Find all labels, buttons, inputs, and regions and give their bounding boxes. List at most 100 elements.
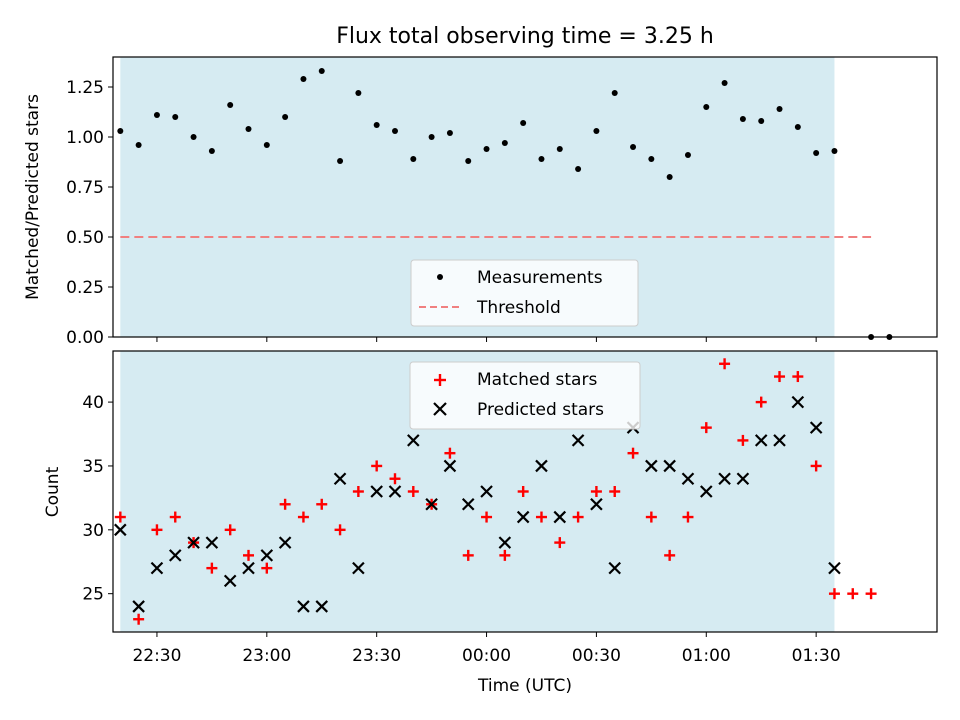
count-y-tick-label: 35: [82, 457, 104, 477]
predicted-star-point: [608, 561, 622, 575]
measurement-point: [391, 128, 398, 134]
matched-star-point: [682, 511, 694, 523]
predicted-star-point: [791, 395, 805, 409]
ratio-legend: Measurements Threshold: [410, 259, 639, 327]
predicted-star-point: [315, 600, 329, 613]
matched-star-point: [133, 613, 145, 625]
matched-star-point: [810, 460, 822, 472]
predicted-star-point: [498, 536, 512, 549]
measurement-point: [794, 124, 801, 130]
x-axis-label: Time (UTC): [477, 676, 572, 696]
measurement-point: [245, 126, 252, 132]
matched-star-point: [517, 486, 529, 497]
legend-predicted-label: Predicted stars: [477, 400, 604, 420]
measurement-point: [556, 146, 563, 152]
x-tick-label: 01:30: [792, 646, 841, 666]
predicted-star-point: [407, 434, 420, 447]
matched-star-point: [169, 511, 181, 523]
measurement-point: [666, 174, 673, 180]
predicted-star-point: [352, 561, 365, 575]
measurement-point: [813, 150, 820, 156]
measurement-point: [684, 152, 691, 158]
matched-star-point: [499, 549, 511, 561]
matched-star-point: [572, 511, 584, 523]
measurement-point: [703, 104, 710, 110]
predicted-star-point: [571, 434, 585, 447]
legend-threshold-label: Threshold: [476, 298, 561, 318]
predicted-star-point: [370, 485, 383, 498]
legend-measurements-marker: [437, 274, 443, 280]
matched-star-point: [535, 511, 547, 523]
matched-star-point: [590, 486, 602, 497]
legend-predicted-marker: [433, 402, 447, 416]
matched-star-point: [700, 422, 712, 434]
matched-star-point: [554, 537, 566, 549]
matched-star-point: [389, 473, 401, 485]
measurement-point: [776, 106, 783, 112]
predicted-star-point: [553, 510, 567, 524]
predicted-star-point: [333, 472, 347, 486]
x-tick-label: 23:30: [352, 646, 401, 666]
ratio-y-tick-label: 0.50: [66, 228, 104, 248]
ratio-y-tick-label: 1.25: [66, 78, 104, 98]
predicted-star-point: [681, 472, 695, 486]
ratio-y-tick-label: 0.25: [66, 278, 104, 298]
matched-star-point: [664, 549, 676, 561]
measurement-point: [300, 76, 307, 82]
matched-star-point: [865, 588, 877, 600]
matched-star-point: [737, 434, 749, 446]
ratio-legend-box: [410, 259, 639, 327]
count-y-axis-label: Count: [43, 466, 63, 517]
x-tick-label: 22:30: [132, 646, 181, 666]
predicted-star-point: [809, 421, 823, 434]
ratio-y-axis-label: Matched/Predicted stars: [23, 94, 43, 300]
matched-star-point: [334, 524, 346, 536]
measurement-point: [153, 112, 160, 118]
predicted-star-point: [828, 561, 841, 575]
count-y-tick-label: 30: [82, 521, 104, 541]
matched-star-point: [719, 358, 731, 370]
predicted-star-point: [114, 523, 127, 537]
matched-star-point: [847, 588, 859, 600]
predicted-star-point: [242, 561, 255, 575]
measurement-point: [739, 116, 746, 122]
predicted-star-point: [718, 472, 731, 486]
legend-measurements-label: Measurements: [477, 268, 603, 288]
predicted-star-point: [645, 459, 658, 473]
predicted-star-point: [590, 497, 603, 511]
matched-star-point: [755, 396, 767, 408]
x-tick-label: 23:00: [242, 646, 291, 666]
measurement-point: [648, 156, 655, 162]
matched-star-point: [316, 498, 328, 510]
predicted-star-point: [388, 485, 402, 498]
measurement-point: [135, 142, 142, 148]
count-y-tick-label: 40: [82, 393, 104, 413]
matched-star-point: [645, 511, 657, 523]
x-tick-label: 01:00: [682, 646, 731, 666]
predicted-star-point: [754, 434, 768, 447]
matched-star-point: [792, 371, 804, 383]
measurement-point: [227, 102, 234, 108]
matched-star-point: [352, 486, 364, 497]
matched-star-point: [279, 498, 291, 510]
matched-star-point: [243, 549, 255, 561]
ratio-y-tick-label: 1.00: [66, 128, 104, 148]
predicted-star-point: [150, 561, 164, 575]
predicted-star-point: [535, 459, 548, 473]
measurement-point: [208, 148, 215, 154]
measurement-point: [355, 90, 362, 96]
predicted-star-point: [223, 574, 237, 588]
count-plot-frame: [112, 350, 938, 633]
measurement-point: [318, 68, 325, 74]
count-legend-box: [409, 361, 641, 430]
measurement-point: [593, 128, 600, 134]
predicted-star-point: [480, 485, 493, 498]
matched-star-point: [297, 511, 309, 523]
predicted-star-point: [516, 510, 530, 524]
measurement-point: [758, 118, 765, 124]
ratio-plot-frame: [112, 56, 938, 338]
measurement-point: [520, 120, 527, 126]
measurement-point: [263, 142, 270, 148]
measurement-point: [282, 114, 289, 120]
